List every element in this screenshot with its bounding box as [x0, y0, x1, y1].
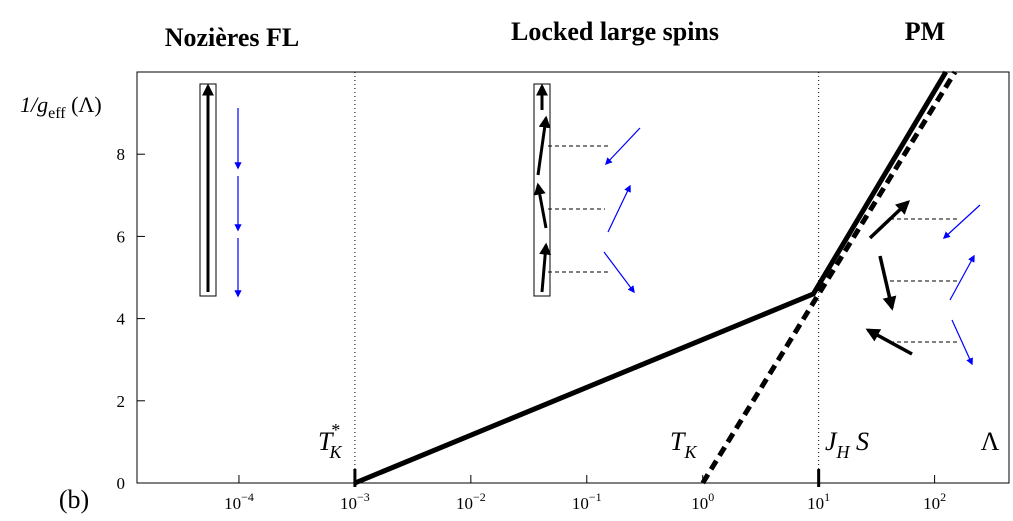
x-tick-base: 10: [807, 494, 824, 513]
plot-frame: [136, 71, 1010, 484]
y-tick-label: 0: [117, 474, 126, 493]
x-tick-exponent: 0: [708, 490, 714, 504]
y-axis-label: 1/geff (Λ): [20, 92, 102, 122]
x-tick-label: 10−4: [224, 490, 254, 513]
x-tick-base: 10: [224, 494, 241, 513]
x-tick-exponent: −1: [589, 490, 602, 504]
y-tick-label: 6: [117, 227, 126, 246]
x-tick-label: 101: [807, 490, 830, 513]
x-tick-base: 10: [691, 494, 708, 513]
x-tick-base: 10: [340, 494, 357, 513]
x-tick-label: 10−3: [340, 490, 370, 513]
y-tick-label: 4: [117, 310, 126, 329]
x-tick-exponent: 2: [940, 490, 946, 504]
x-tick-base: 10: [456, 494, 473, 513]
annotation: Λ: [981, 427, 1000, 456]
x-tick-label: 102: [923, 490, 946, 513]
heading: Nozières FL: [165, 23, 300, 52]
x-tick-exponent: −2: [473, 490, 486, 504]
y-tick-label: 2: [117, 392, 126, 411]
x-tick-label: 10−1: [572, 490, 602, 513]
annotation: T* K: [318, 420, 342, 462]
series-line: [700, 70, 958, 485]
x-tick-base: 10: [572, 494, 589, 513]
heading: PM: [905, 17, 945, 46]
spin-diagrams: [199, 83, 981, 366]
heading: Locked large spins: [511, 17, 719, 46]
x-tick-base: 10: [923, 494, 940, 513]
x-tick-exponent: −3: [357, 490, 370, 504]
x-tick-exponent: −4: [241, 490, 254, 504]
panel-label: (b): [59, 485, 89, 514]
x-tick-label: 10−2: [456, 490, 486, 513]
y-tick-label: 8: [117, 145, 126, 164]
annotation: JH S: [825, 427, 869, 462]
x-tick-exponent: 1: [824, 490, 830, 504]
series-line: [353, 70, 948, 486]
x-tick-label: 100: [691, 490, 714, 513]
annotation: TK: [670, 427, 697, 462]
